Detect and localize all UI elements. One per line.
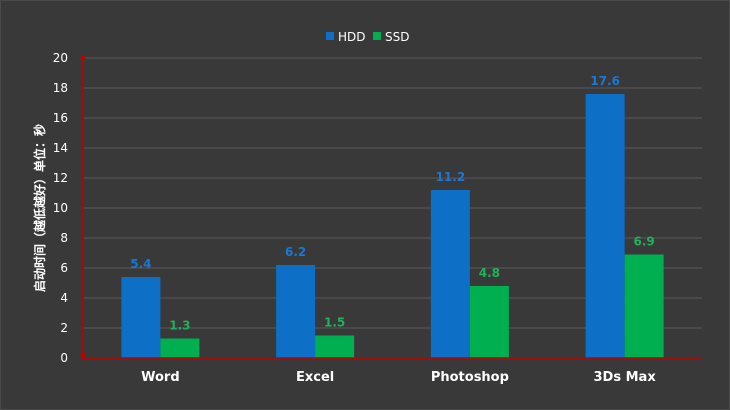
- y-tick-label-12: 12: [53, 171, 68, 185]
- y-tick-label-18: 18: [53, 81, 68, 95]
- legend-label-hdd: HDD: [338, 30, 366, 44]
- bar-hdd-word: [121, 277, 161, 358]
- x-tick-label-3ds-max: 3Ds Max: [594, 370, 657, 385]
- x-tick-label-photoshop: Photoshop: [431, 370, 509, 385]
- axes: [80, 54, 702, 360]
- bars: [121, 94, 664, 358]
- bar-ssd-3ds-max: [624, 254, 664, 358]
- y-tick-label-16: 16: [53, 111, 68, 125]
- data-label-ssd-3ds-max: 6.9: [633, 235, 654, 249]
- y-tick-label-10: 10: [53, 201, 68, 215]
- data-labels: 5.4 1.3 6.2 1.5 11.2 4.8 17.6 6.9: [130, 74, 655, 333]
- y-tick-label-2: 2: [60, 321, 68, 335]
- y-axis-ticks: 0 2 4 6 8 10 12 14 16 18 20: [53, 51, 68, 365]
- x-tick-label-word: Word: [141, 370, 180, 385]
- x-tick-label-excel: Excel: [296, 370, 334, 385]
- y-tick-label-14: 14: [53, 141, 68, 155]
- bar-hdd-excel: [276, 265, 316, 358]
- legend-label-ssd: SSD: [385, 30, 409, 44]
- y-tick-label-0: 0: [60, 351, 68, 365]
- data-label-ssd-photoshop: 4.8: [479, 266, 500, 280]
- data-label-hdd-photoshop: 11.2: [436, 170, 466, 184]
- bar-ssd-photoshop: [469, 286, 509, 358]
- data-label-hdd-word: 5.4: [130, 257, 151, 271]
- data-label-ssd-word: 1.3: [169, 319, 190, 333]
- y-axis-arrow-bottom: [80, 354, 86, 360]
- bar-ssd-excel: [315, 335, 355, 358]
- legend-swatch-ssd: [373, 32, 381, 40]
- legend-swatch-hdd: [326, 32, 334, 40]
- x-axis-ticks: Word Excel Photoshop 3Ds Max: [141, 370, 656, 385]
- bar-ssd-word: [160, 338, 200, 358]
- bar-hdd-3ds-max: [585, 94, 625, 358]
- y-tick-label-4: 4: [60, 291, 68, 305]
- y-tick-label-6: 6: [60, 261, 68, 275]
- data-label-ssd-excel: 1.5: [324, 316, 345, 330]
- legend: HDD SSD: [326, 30, 409, 44]
- y-tick-label-20: 20: [53, 51, 68, 65]
- y-axis-label: 启动时间（越低越好）单位：秒: [32, 124, 47, 292]
- y-axis-arrow-top: [80, 54, 86, 60]
- data-label-hdd-3ds-max: 17.6: [590, 74, 620, 88]
- bar-hdd-photoshop: [430, 190, 470, 358]
- data-label-hdd-excel: 6.2: [285, 245, 306, 259]
- y-tick-label-8: 8: [60, 231, 68, 245]
